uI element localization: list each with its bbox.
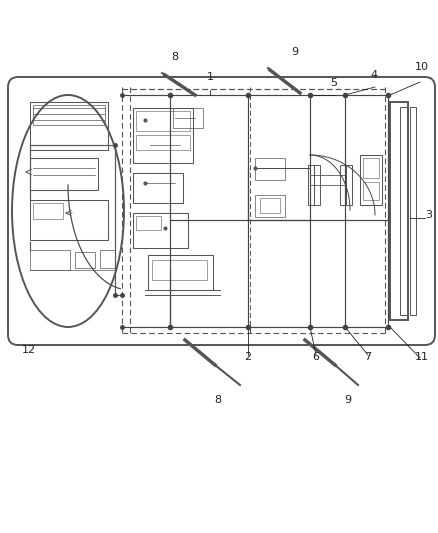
Bar <box>30 158 98 190</box>
Bar <box>362 158 378 178</box>
Bar <box>133 173 183 203</box>
Bar <box>30 200 108 240</box>
Bar <box>100 250 115 268</box>
Bar <box>30 250 70 270</box>
Text: 9: 9 <box>344 395 351 405</box>
Bar <box>136 216 161 230</box>
Bar <box>307 165 313 205</box>
Bar <box>75 252 95 268</box>
Bar <box>339 165 345 205</box>
Text: 4: 4 <box>369 70 376 80</box>
Text: 8: 8 <box>171 52 178 62</box>
Bar <box>152 260 207 280</box>
Bar <box>254 158 284 180</box>
Bar <box>30 102 108 150</box>
Bar <box>259 198 279 213</box>
Bar <box>399 107 407 315</box>
Text: 6: 6 <box>312 352 319 362</box>
Text: 7: 7 <box>364 352 371 362</box>
Text: 1: 1 <box>206 72 213 82</box>
Bar <box>254 195 284 217</box>
Bar <box>133 213 187 248</box>
Bar <box>359 155 381 205</box>
Text: 8: 8 <box>214 395 221 405</box>
Bar <box>136 135 190 150</box>
Text: 5: 5 <box>329 78 336 88</box>
Bar <box>389 102 407 320</box>
Text: 11: 11 <box>414 352 428 362</box>
Bar <box>345 165 351 205</box>
Text: 12: 12 <box>22 345 36 355</box>
Text: 9: 9 <box>291 47 298 57</box>
Bar <box>362 182 378 200</box>
Text: 10: 10 <box>414 62 428 72</box>
Bar <box>409 107 415 315</box>
Text: 2: 2 <box>244 352 251 362</box>
Bar <box>148 255 212 290</box>
Bar <box>33 105 105 125</box>
Bar <box>33 203 63 219</box>
Bar <box>313 165 319 205</box>
Bar <box>136 111 190 131</box>
Text: 3: 3 <box>424 210 431 220</box>
Bar <box>133 108 193 163</box>
Bar <box>173 108 202 128</box>
